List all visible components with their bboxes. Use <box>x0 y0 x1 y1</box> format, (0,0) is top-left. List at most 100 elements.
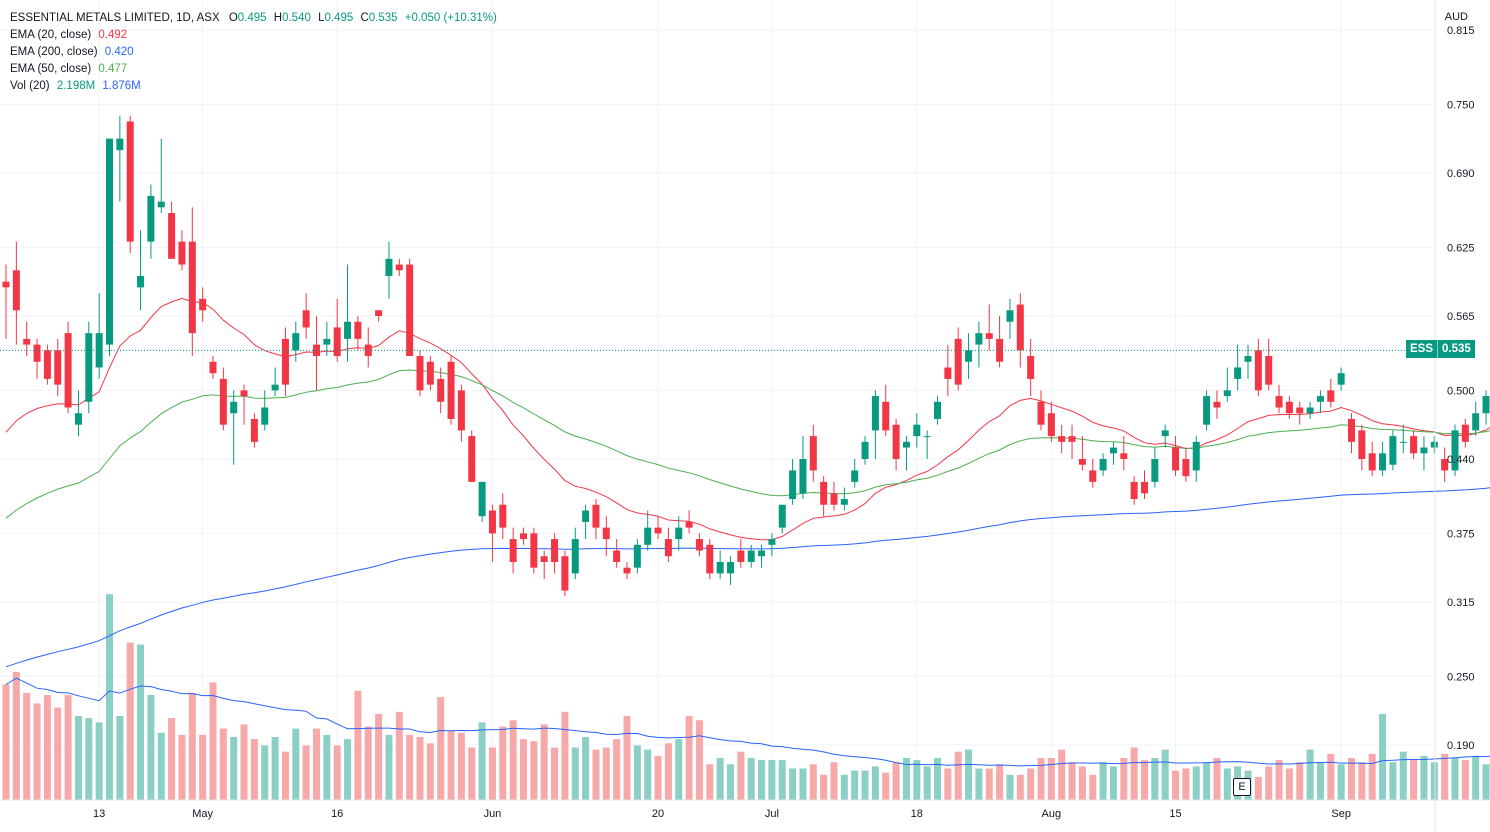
y-tick-label: 0.375 <box>1447 528 1475 540</box>
candle-body <box>178 241 186 265</box>
volume-bar <box>1275 760 1283 800</box>
volume-bar <box>1027 768 1035 800</box>
ema50-line <box>5 369 1490 519</box>
candle-body <box>1244 356 1252 362</box>
ema200-legend[interactable]: EMA (200, close) 0.420 <box>10 44 497 61</box>
candle-body <box>1141 481 1148 494</box>
x-tick-label: 16 <box>331 808 343 820</box>
volume-bar <box>375 713 383 800</box>
last-price-tag: ESS 0.535 <box>1406 340 1475 358</box>
ema200-line <box>5 487 1490 668</box>
candle-body <box>188 241 196 334</box>
ema50-value: 0.477 <box>98 63 128 75</box>
ema50-legend[interactable]: EMA (50, close) 0.477 <box>10 61 497 78</box>
candle-body <box>695 539 703 551</box>
candle-body <box>23 338 31 345</box>
volume-bar <box>1182 768 1190 800</box>
candle-body <box>1037 401 1045 425</box>
candle-body <box>1399 441 1407 443</box>
volume-bar <box>64 695 72 800</box>
volume-bar <box>561 711 569 800</box>
candle-body <box>1120 453 1128 459</box>
y-tick-label: 0.625 <box>1447 242 1475 254</box>
candle-body <box>592 504 600 528</box>
candle-body <box>706 544 714 574</box>
candle-body <box>882 401 890 431</box>
candle-body <box>261 407 269 425</box>
volume-bar <box>178 734 186 800</box>
candle-body <box>478 481 486 517</box>
candle-body <box>633 544 641 568</box>
candle-body <box>395 264 403 271</box>
candle-body <box>375 310 383 316</box>
candle-body <box>116 138 124 151</box>
x-tick-label: Jul <box>765 808 779 820</box>
candle-body <box>530 533 538 568</box>
volume-bar <box>488 747 496 800</box>
candle-body <box>1337 373 1345 385</box>
candle-body <box>685 521 693 528</box>
candle-body <box>1379 453 1387 471</box>
candle-body <box>737 550 745 562</box>
candle-body <box>168 213 176 259</box>
volume-bar <box>416 737 424 800</box>
candle-body <box>406 264 414 357</box>
volume-bar <box>147 695 155 800</box>
volume-ma-line <box>5 677 1490 767</box>
volume-bar <box>1399 751 1407 800</box>
candle-body <box>768 539 776 545</box>
volume-bar <box>716 758 724 800</box>
x-tick-label: May <box>192 808 213 820</box>
volume-bar <box>1451 758 1459 800</box>
y-tick-label: 0.500 <box>1447 385 1475 397</box>
candle-body <box>1161 430 1169 437</box>
candle-body <box>861 441 869 459</box>
volume-bar <box>954 751 962 800</box>
candle-body <box>1368 453 1376 471</box>
volume-bar <box>768 760 776 800</box>
candle-body <box>1047 413 1055 437</box>
candle-body <box>1265 356 1273 385</box>
candle-body <box>623 567 631 574</box>
volume-bar <box>1058 749 1066 800</box>
candle-body <box>271 384 279 391</box>
symbol-title[interactable]: ESSENTIAL METALS LIMITED, 1D, ASX <box>10 12 220 24</box>
volume-bar <box>1420 755 1428 800</box>
candle-body <box>809 436 817 471</box>
ema20-legend[interactable]: EMA (20, close) 0.492 <box>10 27 497 44</box>
candle-body <box>199 298 207 311</box>
candle-body <box>654 527 662 534</box>
volume-legend[interactable]: Vol (20) 2.198M 1.876M <box>10 78 497 95</box>
volume-bar <box>882 772 890 800</box>
volume-bar <box>1203 762 1211 800</box>
earnings-marker[interactable]: E <box>1233 778 1251 796</box>
candle-body <box>333 327 341 357</box>
volume-bar <box>230 737 238 800</box>
volume-value: 2.198M <box>56 80 96 92</box>
symbol-ohlc-row: ESSENTIAL METALS LIMITED, 1D, ASX O0.495… <box>10 10 497 27</box>
volume-bar <box>1099 762 1107 800</box>
candle-body <box>126 121 134 242</box>
volume-bar <box>944 768 952 800</box>
volume-bar <box>468 747 476 800</box>
x-tick-label: 15 <box>1169 808 1181 820</box>
candle-body <box>219 378 227 425</box>
candle-body <box>240 390 248 397</box>
volume-bar <box>1068 762 1076 800</box>
candle-body <box>1027 356 1035 379</box>
candle-body <box>758 550 766 557</box>
candle-body <box>509 539 517 562</box>
candle-body <box>1451 430 1459 471</box>
volume-bar <box>809 764 817 800</box>
volume-bar <box>975 768 983 800</box>
volume-bar <box>168 718 176 800</box>
volume-bar <box>913 760 921 800</box>
candle-body <box>137 275 145 288</box>
candle-body <box>820 481 828 505</box>
candle-body <box>571 539 579 574</box>
price-axis: 0.815 0.750 0.690 0.625 0.565 0.500 0.440 0.375… <box>1434 0 1475 832</box>
volume-bar <box>540 724 548 800</box>
volume-bar <box>675 739 683 800</box>
volume-bar <box>1172 770 1180 800</box>
